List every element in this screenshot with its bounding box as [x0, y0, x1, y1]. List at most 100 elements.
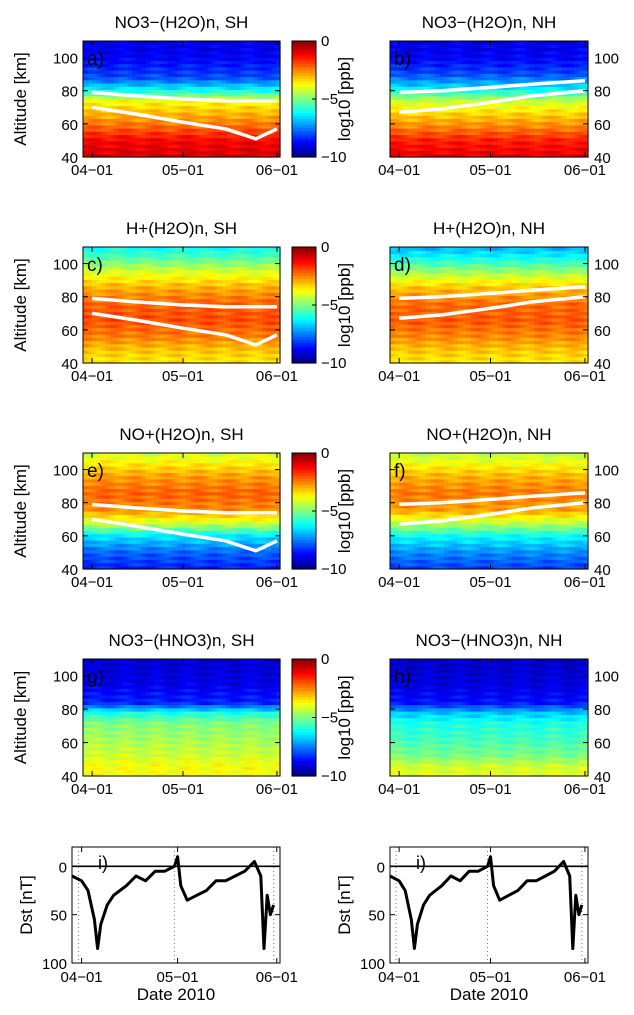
y-tick-label: 100: [594, 51, 619, 68]
heatmap-cell: [235, 247, 240, 251]
heatmap-cell: [101, 41, 106, 45]
heatmap-cell: [413, 41, 418, 45]
heatmap-cell: [110, 247, 115, 251]
heatmap-cell: [431, 41, 436, 45]
colorbar-tick-label: −10: [321, 149, 346, 166]
y-axis-label: Altitude [km]: [11, 258, 30, 352]
panel-d: H+(H2O)n, NHd)04−01 05−01 06−01406080100: [378, 219, 619, 385]
heatmap-cell: [485, 41, 490, 45]
heatmap-cell: [199, 41, 204, 45]
heatmap-cell: [92, 247, 97, 251]
y-tick-label: 80: [594, 84, 611, 101]
heatmap-cell: [399, 41, 404, 45]
heatmap-cell: [92, 41, 97, 45]
heatmap-cell: [552, 41, 557, 45]
y-tick-label: 40: [594, 150, 611, 167]
heatmap-cell: [186, 41, 191, 45]
heatmap-cell: [119, 247, 124, 251]
x-tick-label: 06−01: [256, 368, 298, 385]
heatmap-cell: [114, 41, 119, 45]
heatmap-cell: [408, 41, 413, 45]
heatmap-cell: [217, 41, 222, 45]
heatmap-cell: [561, 41, 566, 45]
heatmap-cell: [168, 247, 173, 251]
colorbar: 0−5−10log10 [ppb]: [292, 239, 354, 372]
heatmap-cell: [566, 41, 571, 45]
heatmap-cell: [155, 41, 160, 45]
heatmap-cell: [226, 247, 231, 251]
heatmap-cell: [231, 41, 236, 45]
heatmap-cell: [453, 41, 458, 45]
x-tick-label: 05−01: [162, 162, 204, 179]
heatmap-cell: [96, 41, 101, 45]
heatmap-cell: [462, 41, 467, 45]
colorbar-tick-label: 0: [321, 239, 329, 256]
heatmap-cell: [177, 41, 182, 45]
y-tick-label: 100: [53, 51, 78, 68]
heatmap-cell: [132, 247, 137, 251]
heatmap-cell: [444, 41, 449, 45]
heatmap-cell: [222, 247, 227, 251]
y-tick-label: 60: [594, 117, 611, 134]
heatmap-cell: [83, 41, 88, 45]
y-tick-label: 40: [61, 356, 78, 373]
y-tick-label: 60: [61, 117, 78, 134]
panel-title: H+(H2O)n, SH: [126, 219, 237, 238]
heatmap-cell: [195, 41, 200, 45]
heatmap-cell: [186, 247, 191, 251]
heatmap-cell: [182, 41, 187, 45]
heatmap-cell: [159, 41, 164, 45]
heatmap-cell: [267, 41, 272, 45]
heatmap-cell: [258, 247, 263, 251]
heatmap-cell: [146, 247, 151, 251]
heatmap-cell: [231, 247, 236, 251]
heatmap-cell: [159, 247, 164, 251]
heatmap-cell: [503, 41, 508, 45]
heatmap-cell: [539, 41, 544, 45]
heatmap-cell: [579, 41, 584, 45]
heatmap-cell: [177, 247, 182, 251]
heatmap-cell: [390, 41, 395, 45]
heatmap-cell: [105, 247, 110, 251]
heatmap-cell: [543, 41, 548, 45]
heatmap-cell: [204, 41, 209, 45]
heatmap-cell: [422, 41, 427, 45]
heatmap-cell: [119, 41, 124, 45]
heatmap-cell: [132, 41, 137, 45]
heatmap-cell: [110, 41, 115, 45]
panel-title: NO3−(H2O)n, SH: [115, 13, 249, 32]
heatmap-cell: [476, 41, 481, 45]
heatmap-cell: [435, 41, 440, 45]
heatmap-cell: [467, 41, 472, 45]
heatmap-cell: [141, 247, 146, 251]
heatmap-cell: [253, 247, 258, 251]
heatmap-cell: [164, 41, 169, 45]
heatmap-cell: [150, 247, 155, 251]
heatmap-cell: [146, 41, 151, 45]
heatmap-cell: [213, 247, 218, 251]
heatmap-cell: [575, 41, 580, 45]
heatmap-cell: [521, 41, 526, 45]
heatmap-cell: [570, 41, 575, 45]
heatmap-cell: [440, 41, 445, 45]
heatmap-cell: [449, 41, 454, 45]
heatmap-cell: [258, 41, 263, 45]
heatmap-cell: [123, 41, 128, 45]
heatmap-cell: [204, 247, 209, 251]
colorbar-label: log10 [ppb]: [335, 263, 354, 347]
heatmap-cell: [262, 41, 267, 45]
heatmap-cell: [137, 41, 142, 45]
heatmap-cell: [182, 247, 187, 251]
heatmap-cell: [417, 41, 422, 45]
panel-label: c): [87, 255, 103, 276]
heatmap-cell: [249, 41, 254, 45]
heatmap-cell: [190, 41, 195, 45]
heatmap-cell: [548, 41, 553, 45]
heatmap-cell: [557, 41, 562, 45]
x-tick-label: 05−01: [469, 162, 511, 179]
heatmap-cell: [249, 247, 254, 251]
heatmap-cell: [123, 247, 128, 251]
heatmap-cell: [271, 247, 276, 251]
x-tick-label: 05−01: [162, 368, 204, 385]
